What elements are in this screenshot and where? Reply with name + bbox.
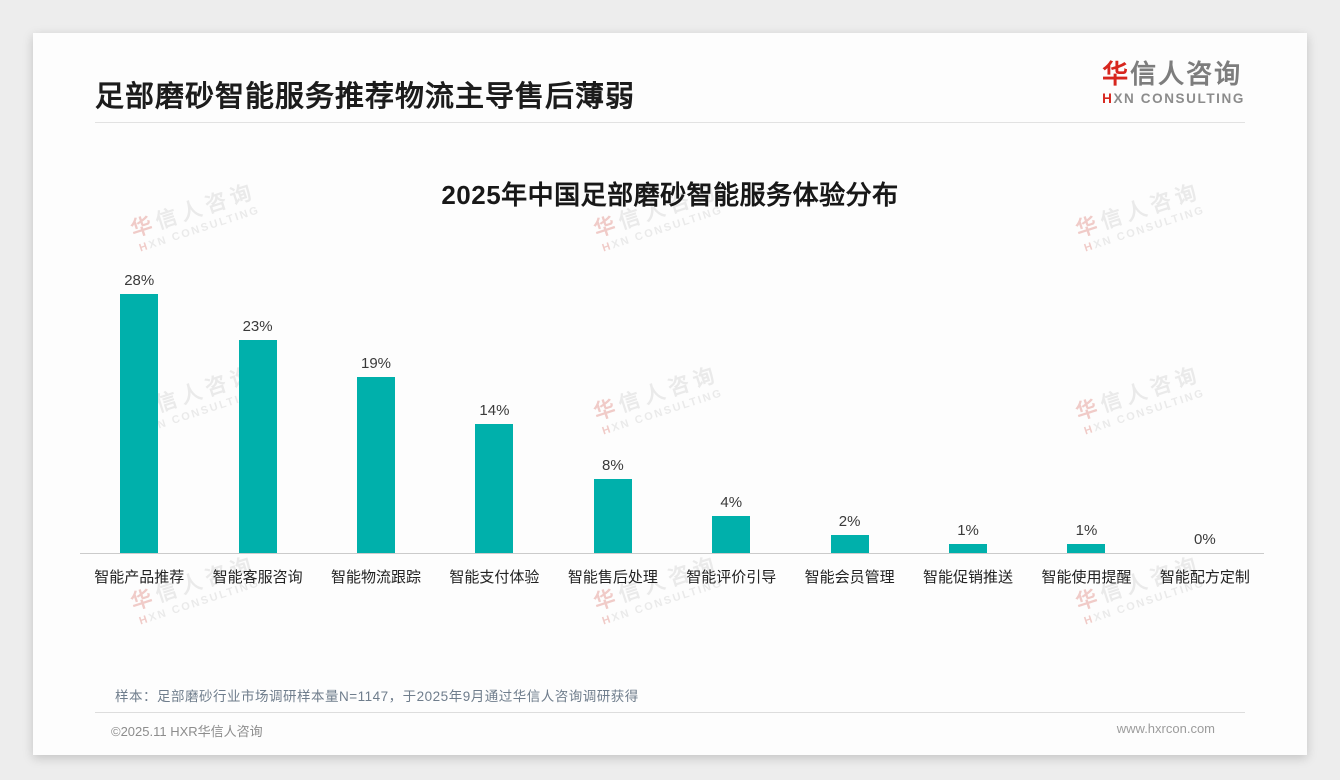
category-label: 智能物流跟踪: [331, 569, 422, 586]
brand-logo-cn: 华信人咨询: [1102, 59, 1245, 90]
brand-logo-en: HXN CONSULTING: [1102, 91, 1245, 106]
report-card: 足部磨砂智能服务推荐物流主导售后薄弱 华信人咨询 HXN CONSULTING …: [33, 33, 1307, 755]
bar: [1067, 543, 1106, 553]
page-title: 足部磨砂智能服务推荐物流主导售后薄弱: [95, 81, 636, 113]
bar-value-label: 28%: [124, 272, 155, 289]
bar-value-label: 0%: [1194, 531, 1216, 548]
footer: ©2025.11 HXR华信人咨询 www.hxrcon.com: [111, 721, 1215, 740]
bar-value-label: 19%: [361, 355, 392, 373]
bar-value-label: 1%: [1075, 521, 1098, 539]
footer-website: www.hxrcon.com: [1116, 721, 1215, 736]
bar-column: 23%: [198, 251, 316, 553]
category-label: 智能会员管理: [804, 569, 895, 586]
bar-column: 0%: [1146, 251, 1264, 553]
bar-column: 1%: [1027, 251, 1145, 553]
sample-footnote: 样本：足部磨砂行业市场调研样本量N=1147，于2025年9月通过华信人咨询调研…: [115, 689, 639, 704]
bar: [120, 294, 159, 553]
brand-logo-en-accent: H: [1102, 91, 1114, 107]
brand-logo: 华信人咨询 HXN CONSULTING: [1102, 59, 1245, 106]
chart-title: 2025年中国足部磨砂智能服务体验分布: [441, 180, 899, 210]
bar-value-label: 1%: [957, 521, 979, 539]
bar-value-label: 8%: [601, 457, 624, 474]
bar-chart-category-axis: 智能产品推荐 智能客服咨询 智能物流跟踪 智能支付体验 智能售后处理 智能评价引导 智能会员…: [80, 566, 1264, 587]
brand-logo-en-rest: XN CONSULTING: [1113, 91, 1245, 107]
bar: [357, 377, 396, 553]
bar: [475, 423, 514, 553]
bar: [712, 516, 751, 553]
bar-column: 2%: [790, 251, 908, 553]
category-label: 智能促销推送: [923, 569, 1014, 586]
bar: [949, 543, 988, 553]
bar-value-label: 14%: [479, 401, 510, 419]
bar-column: 19%: [317, 251, 435, 553]
category-label: 智能客服咨询: [212, 569, 303, 586]
bar: [830, 534, 869, 553]
bar-chart-plot: 28% 23% 19% 14% 8% 4% 2% 1% 1% 0%: [80, 251, 1264, 554]
category-label: 智能配方定制: [1159, 569, 1250, 586]
bar: [593, 479, 632, 553]
bar-column: 1%: [909, 251, 1027, 553]
category-label: 智能支付体验: [449, 569, 540, 586]
header-divider: [95, 122, 1245, 123]
footer-copyright: ©2025.11 HXR华信人咨询: [111, 724, 263, 739]
brand-logo-cn-accent: 华: [1102, 59, 1131, 89]
category-label: 智能使用提醒: [1041, 569, 1132, 586]
bar-value-label: 2%: [838, 512, 861, 530]
bar-column: 28%: [80, 251, 198, 553]
bar-column: 4%: [672, 251, 790, 553]
category-label: 智能产品推荐: [94, 569, 185, 586]
bar-value-label: 4%: [720, 494, 743, 511]
bar: [238, 340, 277, 553]
category-label: 智能评价引导: [686, 569, 777, 586]
footer-divider: [95, 712, 1245, 713]
bar-column: 14%: [435, 251, 553, 553]
brand-logo-cn-rest: 信人咨询: [1130, 59, 1243, 89]
category-label: 智能售后处理: [567, 569, 658, 586]
bar-value-label: 23%: [242, 318, 273, 336]
bar-column: 8%: [554, 251, 672, 553]
